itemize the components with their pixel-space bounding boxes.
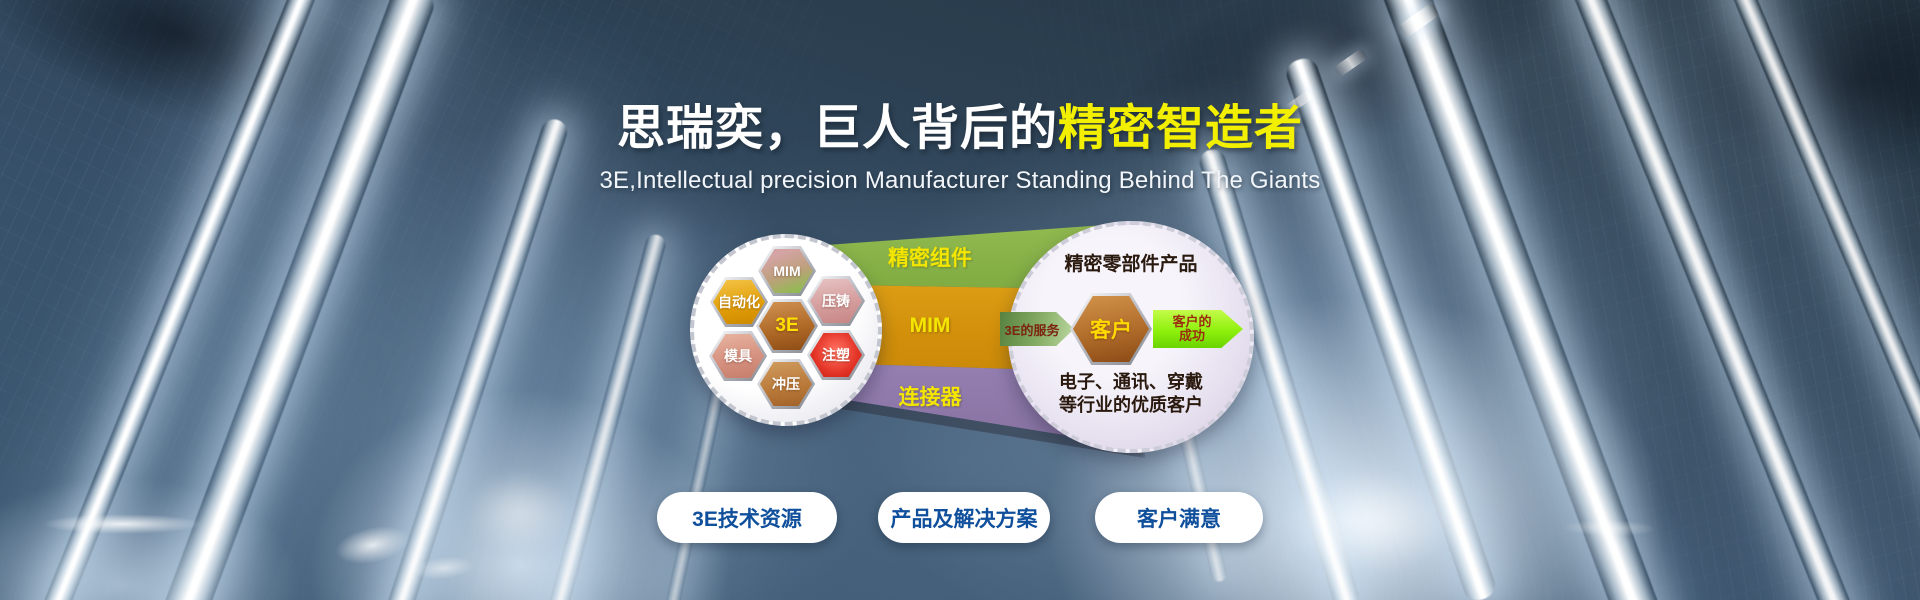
floor-reflection <box>1268 462 1478 582</box>
button-3e-tech-resources[interactable]: 3E技术资源 <box>657 492 837 543</box>
hexagon-injection: 注塑 <box>807 330 865 380</box>
band-label: 精密组件 <box>888 247 972 270</box>
button-products-solutions[interactable]: 产品及解决方案 <box>878 492 1050 543</box>
hexagon-mim: MIM <box>758 246 816 296</box>
customer-circle: 精密零部件产品 3E的服务 客户 客户的 成功 电子、通讯、穿戴 等行业的优质客户 <box>1000 221 1254 453</box>
capability-hexagon-circle: MIM 自动化 压铸 3E 模具 注塑 冲压 <box>690 234 882 426</box>
capability-flow-diagram: 精密组件 MIM 连接器 MIM 自动化 压铸 3E 模具 注塑 冲压 精密零部… <box>690 218 1268 463</box>
band-label: 连接器 <box>898 386 962 409</box>
success-arrow: 客户的 成功 <box>1153 310 1243 348</box>
service-arrow-label: 3E的服务 <box>1004 322 1060 338</box>
success-arrow-label: 客户的 成功 <box>1172 313 1212 343</box>
page-title: 思瑞奕，巨人背后的精密智造者 <box>0 88 1920 158</box>
hexagon-3e-core: 3E <box>756 299 818 353</box>
subtitle: 3E,Intellectual precision Manufacturer S… <box>599 167 1321 194</box>
title-highlight-text: 精密智造者 <box>1058 102 1304 155</box>
floor-reflection <box>1546 518 1673 538</box>
hexagon-stamping: 冲压 <box>757 359 815 409</box>
hexagon-die-casting: 压铸 <box>807 276 865 326</box>
hexagon-customer: 客户 <box>1070 293 1152 365</box>
button-customer-satisfaction[interactable]: 客户满意 <box>1095 492 1263 543</box>
service-arrow: 3E的服务 <box>1000 312 1074 346</box>
floor-reflection <box>455 462 585 562</box>
hexagon-mold: 模具 <box>709 331 767 381</box>
floor-reflection <box>25 512 220 536</box>
hexagon-automation: 自动化 <box>710 277 768 327</box>
products-label: 精密零部件产品 <box>1064 254 1198 275</box>
band-label: MIM <box>909 314 951 337</box>
headline-block: 思瑞奕，巨人背后的精密智造者 3E,Intellectual precision… <box>0 88 1920 195</box>
title-main-text: 思瑞奕，巨人背后的 <box>616 102 1058 155</box>
customer-industries-label: 电子、通讯、穿戴 等行业的优质客户 <box>1059 372 1203 415</box>
